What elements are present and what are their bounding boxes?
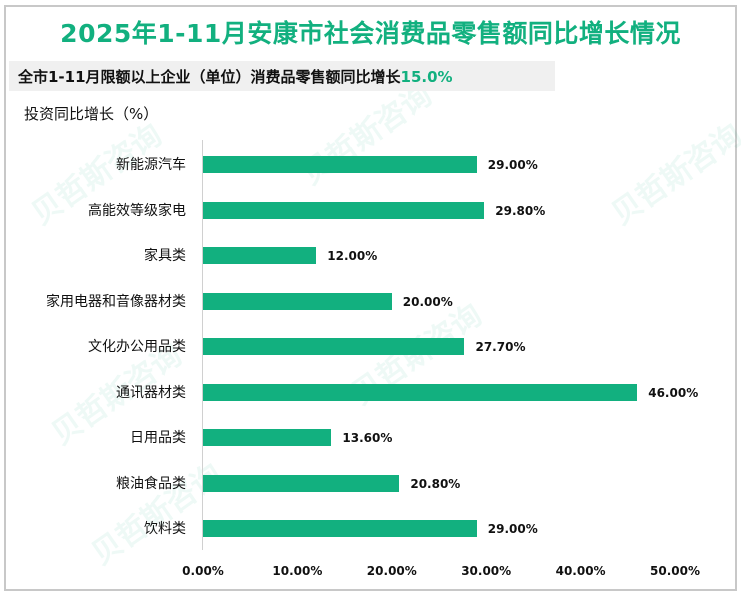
data-label: 29.00% xyxy=(487,522,538,536)
x-tick-label: 40.00% xyxy=(555,564,606,578)
bar-row: 文化办公用品类 27.70% xyxy=(0,336,741,358)
bar xyxy=(203,201,485,219)
y-axis-title: 投资同比增长（%） xyxy=(24,105,159,123)
data-label: 20.80% xyxy=(410,476,461,491)
subtitle-banner xyxy=(9,61,555,91)
category-label: 通讯器材类 xyxy=(116,384,186,401)
category-label: 新能源汽车 xyxy=(116,157,186,173)
bar xyxy=(203,520,477,537)
data-label: 20.00% xyxy=(402,294,453,309)
category-label: 饮料类 xyxy=(144,521,186,537)
data-label: 46.00% xyxy=(648,385,699,400)
bar xyxy=(203,429,332,446)
data-label: 27.70% xyxy=(475,340,526,354)
bar-row: 饮料类 29.00% xyxy=(0,518,741,540)
x-tick-label: 0.00% xyxy=(182,564,224,578)
bar-row: 家用电器和音像器材类 20.00% xyxy=(0,291,741,313)
x-tick-label: 20.00% xyxy=(366,564,417,578)
bar-row: 家具类 12.00% xyxy=(0,245,741,267)
chart-title: 2025年1-11月安康市社会消费品零售额同比增长情况 xyxy=(60,19,681,48)
bar xyxy=(203,292,392,310)
subtitle-highlight-value: 15.0% xyxy=(400,68,453,86)
data-label: 12.00% xyxy=(327,249,378,263)
category-label: 家具类 xyxy=(144,248,186,264)
x-tick-label: 30.00% xyxy=(461,564,512,578)
category-axis-line xyxy=(202,140,203,550)
x-tick-label: 10.00% xyxy=(272,564,323,578)
bar-row: 高能效等级家电 29.80% xyxy=(0,200,741,222)
category-label: 粮油食品类 xyxy=(116,475,186,492)
subtitle-text: 全市1-11月限额以上企业（单位）消费品零售额同比增长 xyxy=(18,68,401,86)
bar xyxy=(203,156,477,173)
bar xyxy=(203,338,465,355)
data-label: 13.60% xyxy=(342,431,393,445)
category-label: 日用品类 xyxy=(130,430,186,446)
category-label: 文化办公用品类 xyxy=(88,339,186,355)
bar xyxy=(203,247,317,264)
bar-row: 通讯器材类 46.00% xyxy=(0,382,741,404)
category-label: 高能效等级家电 xyxy=(88,202,186,219)
bar xyxy=(203,383,638,401)
category-label: 家用电器和音像器材类 xyxy=(46,293,186,310)
data-label: 29.00% xyxy=(487,158,538,172)
chart-subtitle: 全市1-11月限额以上企业（单位）消费品零售额同比增长15.0% xyxy=(18,66,453,87)
bar xyxy=(203,474,400,492)
bar-row: 粮油食品类 20.80% xyxy=(0,473,741,495)
bar-row: 日用品类 13.60% xyxy=(0,427,741,449)
data-label: 29.80% xyxy=(495,203,546,218)
bar-row: 新能源汽车 29.00% xyxy=(0,154,741,176)
x-tick-label: 50.00% xyxy=(650,564,700,578)
